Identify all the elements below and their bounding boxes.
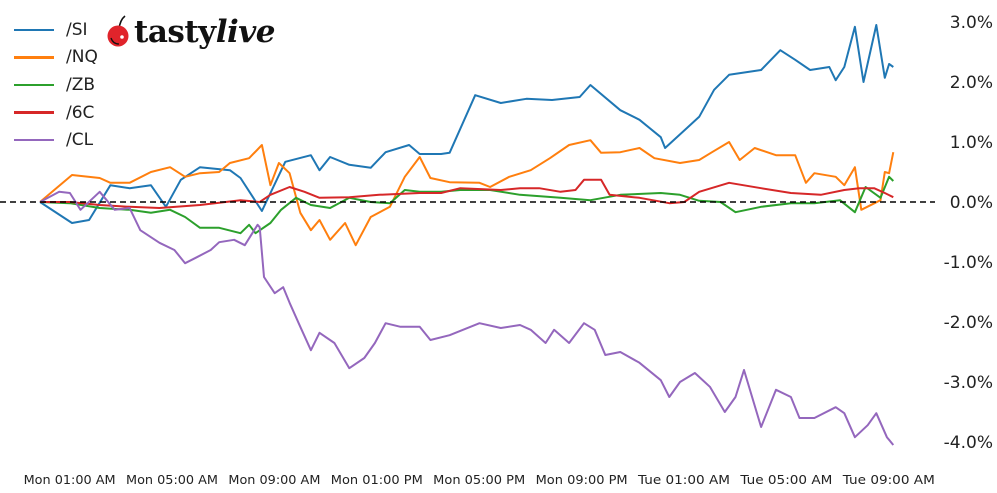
x-tick-label: Mon 05:00 AM [126,473,218,487]
x-tick-label: Mon 01:00 PM [331,473,423,487]
logo-brand: tasty [134,14,216,50]
y-axis-ticks: 3.0% 2.0% 1.0% 0.0% -1.0% -2.0% -3.0% -4.0% [944,13,993,453]
series-layer [39,24,895,446]
series-line-si [39,24,894,224]
series-line-cl [39,190,895,446]
logo-wordmark: tastylive [134,14,276,50]
series-line-nq [39,139,895,247]
y-tick-label: 2.0% [950,73,993,93]
legend: /SI /NQ /ZB /6C /CL [14,16,98,154]
y-tick-label: -1.0% [944,253,993,273]
series-line-6c [40,178,894,209]
x-tick-label: Mon 05:00 PM [433,473,525,487]
legend-swatch [14,111,54,114]
y-tick-label: 1.0% [950,133,993,153]
x-axis-ticks: Mon 01:00 AM Mon 05:00 AM Mon 09:00 AM Mon … [24,473,935,487]
legend-label: /CL [66,130,94,151]
legend-swatch [14,28,54,32]
x-tick-label: Tue 01:00 AM [637,473,730,487]
legend-swatch [14,56,54,59]
x-tick-label: Tue 09:00 AM [842,473,935,487]
x-tick-label: Mon 09:00 PM [536,473,628,487]
y-tick-label: -2.0% [944,313,993,333]
cherry-icon [107,15,129,47]
legend-label: /NQ [66,47,98,68]
legend-swatch [14,138,54,142]
series-line-zb [39,175,895,235]
x-tick-label: Mon 01:00 AM [24,473,116,487]
legend-item-nq: /NQ [14,44,98,72]
legend-item-zb: /ZB [14,71,98,99]
legend-label: /6C [66,102,95,123]
tastylive-logo: tastylive [104,14,276,50]
legend-item-6c: /6C [14,99,98,127]
legend-label: /SI [66,19,88,40]
x-tick-label: Mon 09:00 AM [228,473,320,487]
y-tick-label: 0.0% [950,193,993,213]
legend-item-si: /SI [14,16,98,44]
y-tick-label: 3.0% [950,13,993,33]
y-tick-label: -4.0% [944,433,993,453]
legend-item-cl: /CL [14,126,98,154]
legend-label: /ZB [66,74,96,95]
y-tick-label: -3.0% [944,373,993,393]
x-tick-label: Tue 05:00 AM [739,473,832,487]
logo-brand-italic: live [215,14,276,50]
legend-swatch [14,83,54,87]
